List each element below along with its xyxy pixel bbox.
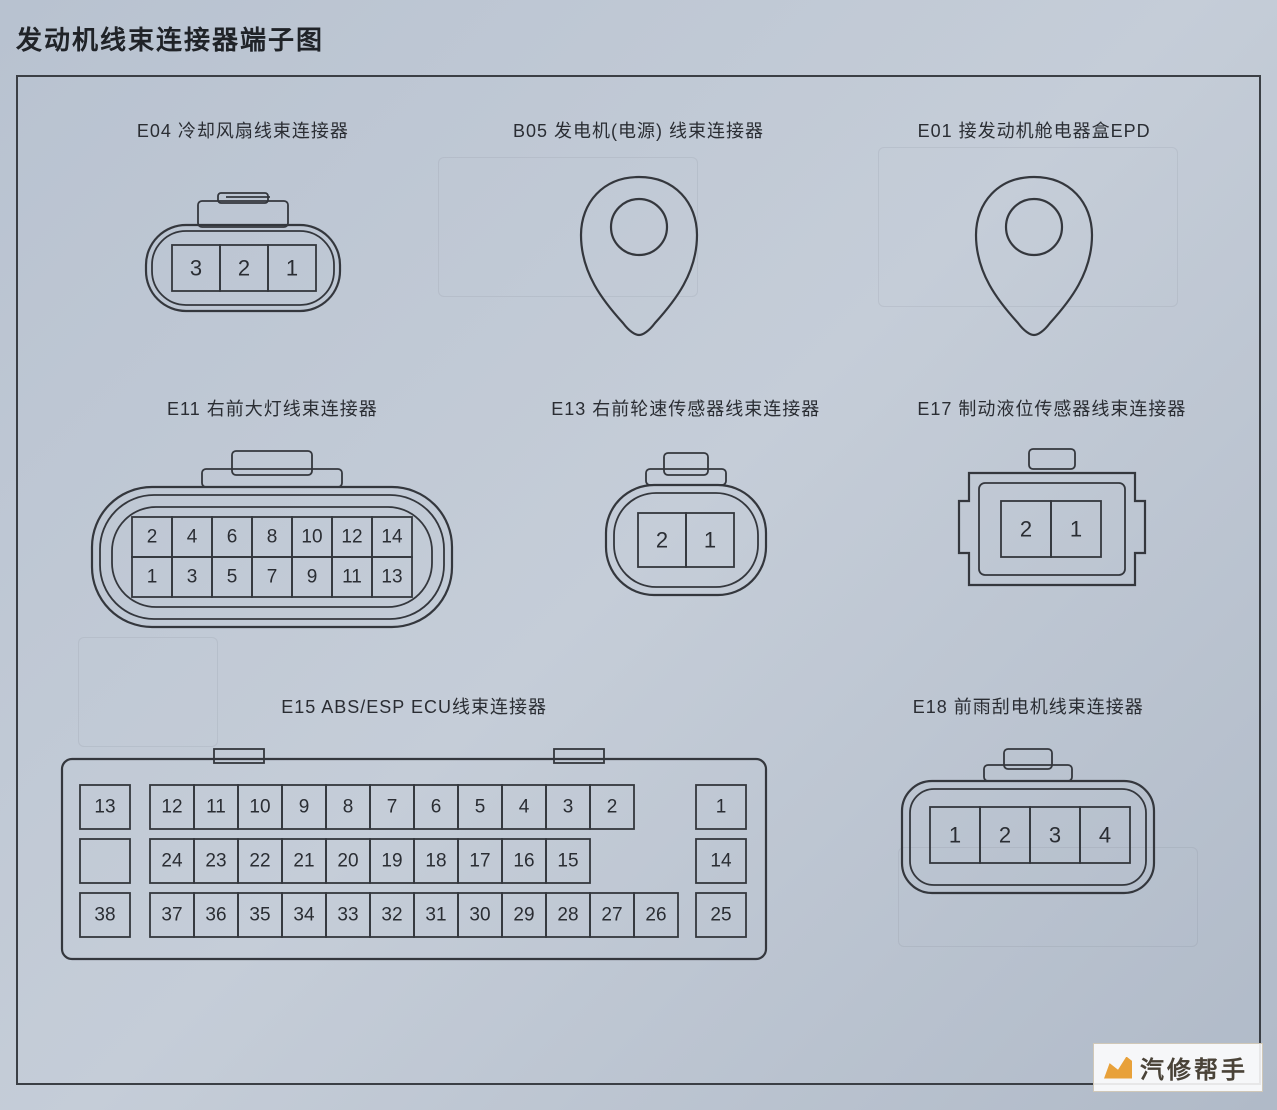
pin: 8	[343, 797, 354, 818]
pin: 30	[470, 905, 491, 926]
pin: 11	[206, 797, 226, 818]
connector-label: E18 前雨刮电机线束连接器	[913, 693, 1144, 719]
watermark-text: 汽修帮手	[1140, 1050, 1248, 1085]
ghost-shape	[878, 147, 1178, 307]
connector-diagram-E17: 2 1	[947, 443, 1157, 603]
connector-label: E15 ABS/ESP ECU线束连接器	[281, 693, 547, 719]
pin: 3	[563, 797, 574, 818]
pin: 12	[342, 527, 363, 548]
connector-label: E04 冷却风扇线束连接器	[137, 117, 349, 143]
connector-E17: E17 制动液位传感器线束连接器 2 1	[875, 395, 1229, 603]
pin: 12	[162, 797, 183, 818]
pin: 37	[162, 905, 183, 926]
pin: 1	[716, 797, 727, 818]
pin: 4	[187, 527, 198, 548]
pin: 27	[602, 905, 623, 926]
pin: 6	[227, 527, 238, 548]
pin: 19	[382, 851, 403, 872]
connector-E11: E11 右前大灯线束连接器 2468101214135791113	[48, 395, 497, 643]
pin: 2	[147, 527, 158, 548]
pin: 22	[250, 851, 271, 872]
pin: 29	[514, 905, 535, 926]
connector-E04: E04 冷却风扇线束连接器 3 2 1	[48, 117, 438, 335]
pin: 2	[999, 823, 1011, 848]
pin: 34	[294, 905, 316, 926]
pin: 32	[382, 905, 403, 926]
connector-E13: E13 右前轮速传感器线束连接器 2 1	[509, 395, 863, 613]
connector-diagram-E13: 2 1	[586, 443, 786, 613]
ghost-shape	[898, 847, 1198, 947]
pin: 35	[250, 905, 271, 926]
pin: 28	[558, 905, 579, 926]
pin: 14	[711, 851, 733, 872]
pin: 17	[470, 851, 491, 872]
pin: 2	[656, 528, 668, 553]
pin: 3	[1049, 823, 1061, 848]
connector-label: E13 右前轮速传感器线束连接器	[551, 395, 820, 421]
pin: 9	[299, 797, 310, 818]
pin: 1	[1070, 517, 1082, 542]
watermark: 汽修帮手	[1093, 1043, 1263, 1092]
pin: 23	[206, 851, 227, 872]
connector-label: E01 接发动机舱电器盒EPD	[918, 117, 1151, 143]
diagram-frame: E04 冷却风扇线束连接器 3 2 1 B05 发电机(电源) 线束连接器	[16, 75, 1261, 1085]
connector-diagram-E15: 1338114251211109876543224232221201918171…	[54, 741, 774, 971]
pin: 16	[514, 851, 535, 872]
pin: 3	[187, 567, 198, 588]
pin: 36	[206, 905, 227, 926]
pin: 18	[426, 851, 447, 872]
watermark-icon	[1104, 1057, 1132, 1079]
ghost-shape	[78, 637, 218, 747]
pin: 8	[267, 527, 278, 548]
pin: 25	[711, 905, 732, 926]
pin: 5	[475, 797, 486, 818]
connector-label: E11 右前大灯线束连接器	[167, 395, 378, 421]
pin: 26	[646, 905, 667, 926]
pin: 1	[286, 256, 298, 281]
pin: 10	[302, 527, 323, 548]
pin: 2	[607, 797, 618, 818]
pin: 13	[382, 567, 403, 588]
pin: 1	[147, 567, 158, 588]
pin: 33	[338, 905, 359, 926]
connector-diagram-E11: 2468101214135791113	[82, 443, 462, 643]
pin: 38	[95, 905, 116, 926]
pin: 11	[343, 567, 363, 588]
pin: 1	[949, 823, 961, 848]
pin: 20	[338, 851, 359, 872]
pin: 10	[250, 797, 271, 818]
pin: 21	[294, 851, 315, 872]
pin: 1	[704, 528, 716, 553]
pin: 7	[387, 797, 398, 818]
connector-label: B05 发电机(电源) 线束连接器	[513, 117, 764, 143]
pin: 31	[426, 905, 447, 926]
connector-diagram-E04: 3 2 1	[128, 165, 358, 335]
pin: 7	[267, 567, 278, 588]
pin: 4	[1099, 823, 1111, 848]
pin: 2	[238, 256, 250, 281]
pin: 9	[307, 567, 318, 588]
pin: 4	[519, 797, 530, 818]
row-2: E11 右前大灯线束连接器 2468101214135791113 E13 右前…	[48, 395, 1229, 643]
pin: 14	[382, 527, 404, 548]
pin: 6	[431, 797, 442, 818]
page-title: 发动机线束连接器端子图	[16, 20, 1261, 57]
pin: 24	[162, 851, 184, 872]
pin: 3	[190, 256, 202, 281]
pin: 13	[95, 797, 116, 818]
ghost-shape	[438, 157, 698, 297]
pin: 2	[1020, 517, 1032, 542]
pin: 5	[227, 567, 238, 588]
pin: 15	[558, 851, 579, 872]
connector-label: E17 制动液位传感器线束连接器	[917, 395, 1186, 421]
